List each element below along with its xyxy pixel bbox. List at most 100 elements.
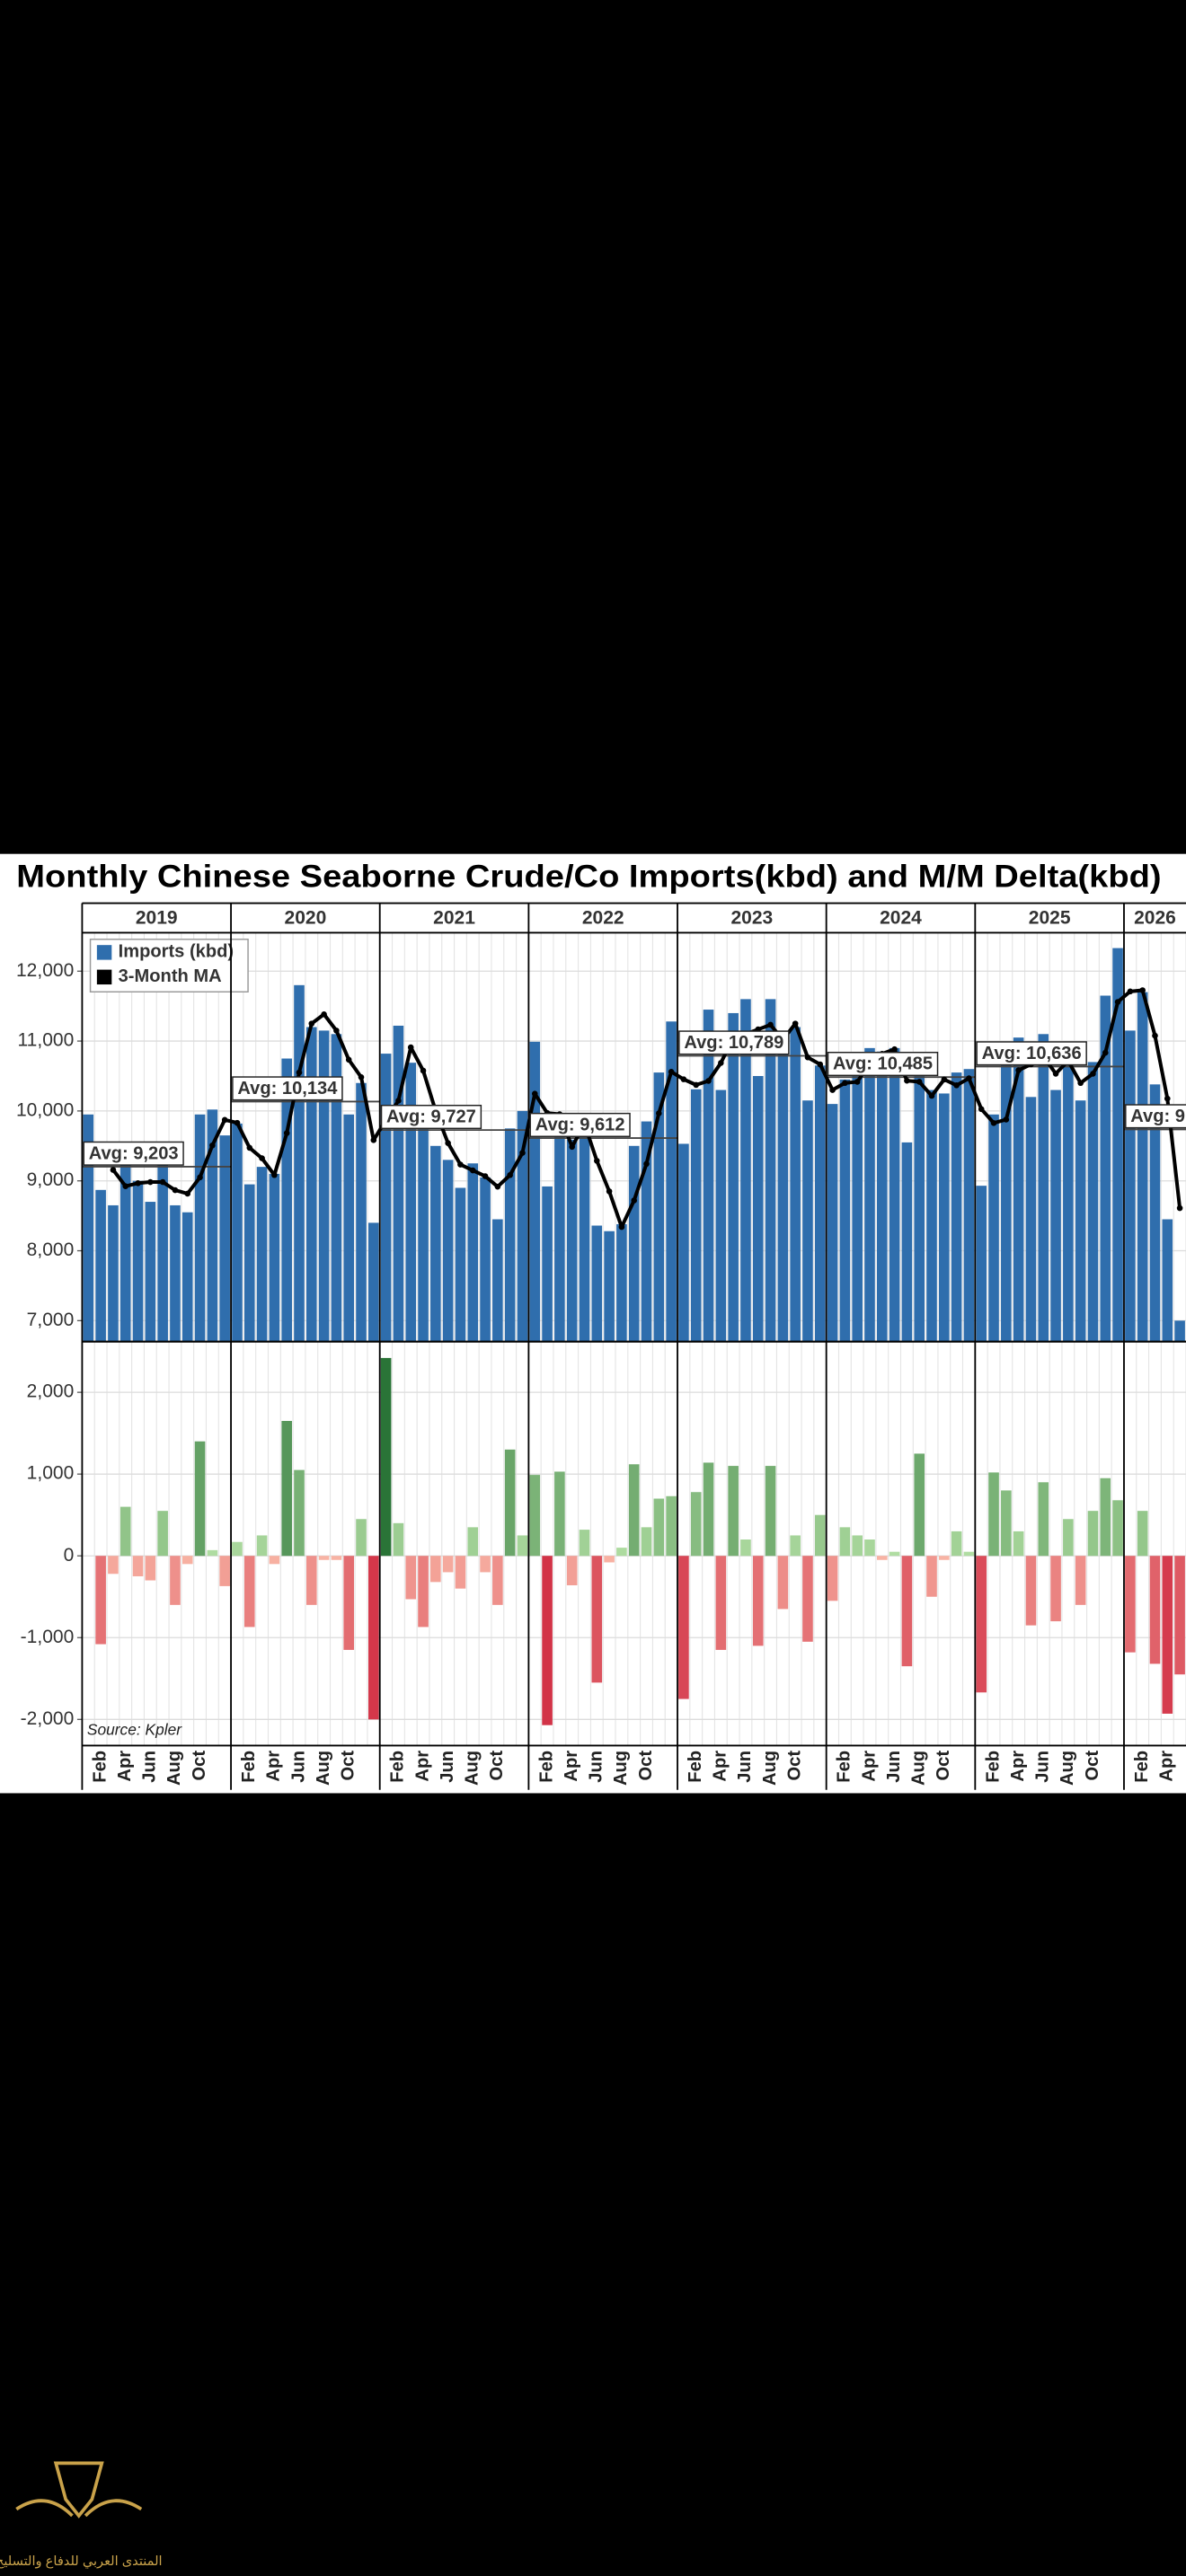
import-bar — [504, 1128, 516, 1342]
delta-bar — [1001, 1490, 1012, 1557]
delta-bar — [1025, 1556, 1037, 1626]
delta-bar — [455, 1556, 466, 1589]
x-tick-label: Feb — [90, 1751, 110, 1783]
delta-bar — [963, 1551, 975, 1557]
ma-point — [395, 1098, 402, 1104]
delta-bar — [145, 1556, 156, 1581]
x-tick-label: Jun — [884, 1751, 904, 1783]
x-tick-label: Apr — [412, 1751, 432, 1782]
ma-point — [966, 1075, 972, 1081]
x-tick-label: Aug — [760, 1751, 780, 1786]
average-label: Avg: 9,203 — [89, 1144, 179, 1164]
y-tick-label: -2,000 — [21, 1708, 75, 1729]
y-tick-label: 0 — [64, 1545, 75, 1566]
import-bar — [108, 1204, 119, 1342]
import-bar — [331, 1034, 342, 1342]
ma-point — [494, 1183, 501, 1190]
ma-point — [804, 1054, 811, 1061]
import-bar — [529, 1041, 541, 1342]
delta-bar — [529, 1475, 541, 1557]
ma-point — [259, 1155, 265, 1161]
import-bar — [963, 1069, 975, 1342]
average-label-box — [1125, 1104, 1186, 1129]
import-bar — [1112, 948, 1123, 1342]
x-tick-label: Aug — [463, 1751, 482, 1786]
ma-point — [531, 1090, 538, 1097]
delta-bar — [703, 1462, 714, 1557]
ma-point — [718, 1060, 724, 1066]
ma-point — [643, 1160, 650, 1168]
delta-bar — [318, 1556, 330, 1560]
ma-point — [457, 1161, 464, 1168]
x-tick-label: Jun — [438, 1751, 457, 1783]
ma-point — [767, 1021, 774, 1028]
x-tick-label: Apr — [562, 1751, 581, 1782]
average-label: Avg: 9,727 — [386, 1107, 476, 1127]
delta-bar — [814, 1514, 826, 1557]
ma-point — [1164, 1095, 1171, 1102]
import-bar — [405, 1063, 417, 1342]
year-label: 2019 — [136, 907, 178, 928]
import-bar — [616, 1223, 627, 1342]
x-tick-label: Jun — [1033, 1751, 1053, 1783]
ma-point — [184, 1190, 191, 1197]
delta-bar — [194, 1441, 206, 1557]
delta-bar — [951, 1531, 962, 1557]
delta-bar — [1038, 1482, 1049, 1557]
import-bar — [814, 1065, 826, 1342]
ma-point — [631, 1197, 637, 1204]
x-tick-label: Jun — [288, 1751, 308, 1783]
watermark-text: المنتدى العربي للدفاع والتسليح — [0, 2554, 163, 2569]
delta-bar — [1174, 1556, 1185, 1675]
ma-point — [792, 1020, 799, 1027]
delta-bar — [864, 1539, 875, 1557]
average-label-box — [678, 1030, 790, 1055]
y-tick-label: 11,000 — [18, 1030, 75, 1051]
ma-point — [1176, 1204, 1183, 1212]
ma-point — [904, 1077, 910, 1084]
delta-bar — [1137, 1511, 1148, 1557]
delta-bar — [181, 1556, 193, 1565]
average-label-box — [83, 1141, 184, 1166]
import-bar — [207, 1109, 218, 1342]
delta-bar — [802, 1556, 813, 1642]
ma-point — [1003, 1116, 1010, 1123]
import-bar — [1038, 1034, 1049, 1342]
x-tick-label: Oct — [487, 1751, 507, 1781]
delta-bar — [1100, 1478, 1111, 1557]
x-tick-label: Aug — [611, 1751, 631, 1786]
ma-point — [197, 1174, 203, 1181]
ma-point — [122, 1183, 129, 1189]
import-bar — [1125, 1030, 1136, 1342]
ma-point — [271, 1171, 278, 1178]
import-bar — [83, 1114, 94, 1342]
import-bar — [318, 1030, 330, 1342]
delta-bar — [939, 1556, 950, 1560]
import-bar — [132, 1180, 144, 1342]
x-tick-label: Oct — [1083, 1751, 1102, 1781]
y-tick-label: 2,000 — [27, 1381, 75, 1402]
year-label: 2022 — [582, 907, 624, 928]
average-label: Avg: 9,612 — [535, 1116, 625, 1135]
delta-bar — [430, 1556, 441, 1583]
ma-point — [221, 1116, 228, 1124]
ma-point — [817, 1061, 824, 1068]
import-bar — [988, 1114, 999, 1342]
average-label: Avg: 10,134 — [237, 1079, 338, 1098]
import-bar — [827, 1104, 838, 1342]
ma-point — [978, 1106, 985, 1113]
ma-point — [333, 1028, 340, 1034]
x-tick-label: Feb — [388, 1751, 408, 1783]
ma-point — [147, 1178, 154, 1186]
delta-bar — [678, 1556, 689, 1699]
import-bar — [715, 1090, 727, 1342]
import-bar — [95, 1189, 106, 1342]
delta-bar — [901, 1556, 913, 1667]
average-label-box — [232, 1076, 343, 1101]
delta-bar — [1075, 1556, 1086, 1605]
delta-bar — [1162, 1556, 1173, 1714]
delta-bar — [305, 1556, 317, 1605]
ma-point — [891, 1045, 898, 1053]
x-tick-label: Feb — [536, 1751, 556, 1783]
